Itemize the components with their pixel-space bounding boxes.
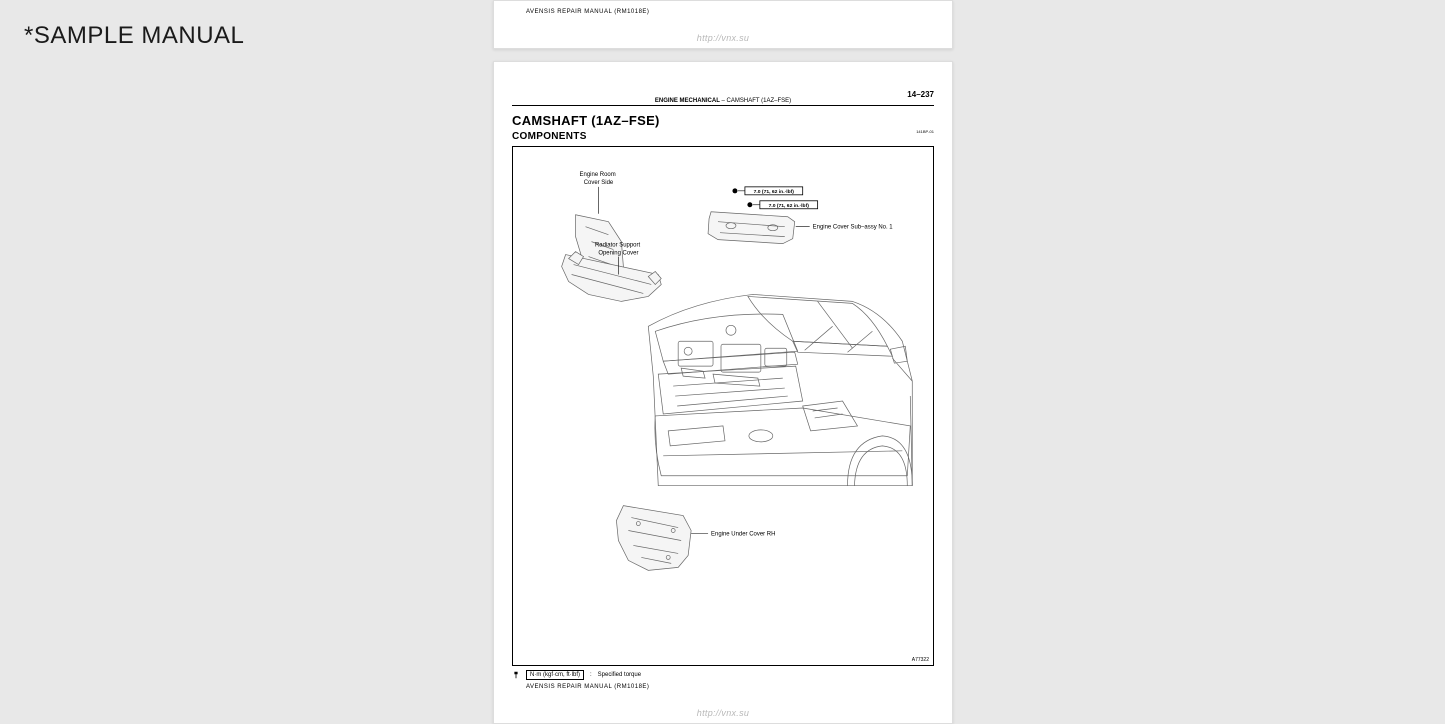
torque-desc: Specified torque	[598, 672, 641, 678]
exploded-diagram: Engine Room Cover Side 7.0 (71, 62 in.·l…	[512, 146, 934, 666]
footer-manual-ref-main: AVENSIS REPAIR MANUAL (RM1018E)	[526, 684, 649, 690]
section-suffix: CAMSHAFT (1AZ–FSE)	[727, 98, 792, 104]
label-under-cover: Engine Under Cover RH	[711, 532, 775, 538]
diagram-svg: Engine Room Cover Side 7.0 (71, 62 in.·l…	[513, 147, 933, 665]
part-engine-cover-sub	[708, 212, 795, 244]
page-subtitle: COMPONENTS	[512, 131, 934, 142]
vehicle-outline	[648, 294, 912, 485]
watermark-url-main: http://vnx.su	[697, 708, 749, 718]
prev-page-footer: AVENSIS REPAIR MANUAL (RM1018E) http://v…	[493, 0, 953, 49]
torque-callout-1: 7.0 (71, 62 in.·lbf)	[732, 187, 802, 195]
svg-text:7.0 (71, 62 in.·lbf): 7.0 (71, 62 in.·lbf)	[769, 203, 810, 209]
torque-unit-box: N·m (kgf·cm, ft·lbf)	[526, 670, 584, 680]
bolt-icon	[512, 671, 520, 679]
svg-text:7.0 (71, 62 in.·lbf): 7.0 (71, 62 in.·lbf)	[754, 189, 795, 195]
diagram-code: A77322	[912, 657, 929, 663]
label-engine-room-cover: Engine Room Cover Side	[580, 172, 618, 186]
torque-legend: N·m (kgf·cm, ft·lbf) : Specified torque	[512, 670, 934, 680]
section-sep: –	[720, 98, 727, 104]
label-engine-cover-sub: Engine Cover Sub–assy No. 1	[813, 225, 894, 231]
part-engine-under-cover	[616, 506, 691, 571]
manual-page: 14–237 ENGINE MECHANICAL – CAMSHAFT (1AZ…	[493, 61, 953, 724]
page-number: 14–237	[907, 90, 934, 99]
sample-watermark: *SAMPLE MANUAL	[24, 22, 244, 50]
torque-callout-2: 7.0 (71, 62 in.·lbf)	[747, 201, 817, 209]
doc-small-code: 141BP-01	[916, 129, 934, 134]
watermark-url-top: http://vnx.su	[697, 33, 749, 43]
section-prefix: ENGINE MECHANICAL	[655, 98, 720, 104]
page-title: CAMSHAFT (1AZ–FSE)	[512, 113, 934, 128]
section-header: ENGINE MECHANICAL – CAMSHAFT (1AZ–FSE)	[512, 98, 934, 106]
footer-manual-ref: AVENSIS REPAIR MANUAL (RM1018E)	[526, 9, 649, 15]
